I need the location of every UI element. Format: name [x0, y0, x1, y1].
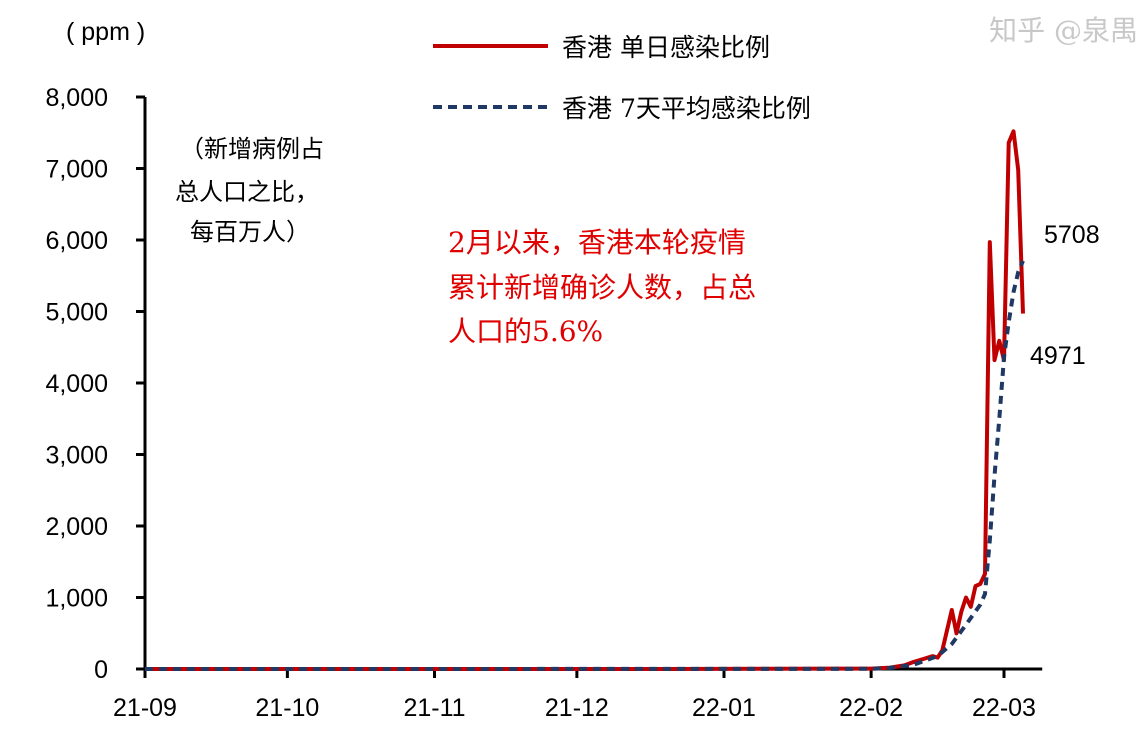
annotation-line: 2月以来，香港本轮疫情 [448, 226, 746, 259]
note: （新增病例占 总人口之比， 每百万人） [175, 135, 324, 246]
note-line: 总人口之比， [175, 178, 319, 206]
x-tick-label: 21-12 [545, 694, 609, 722]
end-label-7day: 5708 [1044, 221, 1100, 249]
annotation-line: 累计新增确诊人数，占总 [448, 271, 756, 304]
y-tick-label: 3,000 [45, 442, 108, 470]
y-tick-label: 1,000 [45, 585, 108, 613]
series-group [144, 129, 1025, 671]
note-line: 每百万人） [190, 218, 310, 246]
annotation: 2月以来，香港本轮疫情 累计新增确诊人数，占总 人口的5.6% [448, 226, 756, 348]
series-line-7day [144, 260, 1025, 671]
x-tick-label: 22-02 [839, 694, 903, 722]
y-tick-label: 5,000 [45, 299, 108, 327]
y-tick-label: 8,000 [45, 84, 108, 112]
y-tick-label: 7,000 [45, 156, 108, 184]
watermark: 知乎 @泉禺 [989, 14, 1138, 47]
y-unit-label: ( ppm ) [66, 18, 145, 46]
y-tick-label: 4,000 [45, 370, 108, 398]
legend-label-daily: 香港 单日感染比例 [562, 33, 770, 62]
note-line: （新增病例占 [180, 135, 324, 163]
x-tick-label: 21-09 [113, 694, 177, 722]
legend-label-7day: 香港 7天平均感染比例 [562, 94, 811, 123]
end-label-daily: 4971 [1030, 342, 1086, 370]
y-tick-label: 6,000 [45, 227, 108, 255]
x-tick-label: 21-10 [255, 694, 319, 722]
x-tick-label: 21-11 [403, 694, 465, 722]
x-axis: 21-09 21-10 21-11 21-12 22-01 22-02 22-03 [113, 667, 1043, 722]
series-line-daily [145, 129, 1025, 671]
x-tick-label: 22-01 [692, 694, 756, 722]
annotation-line: 人口的5.6% [448, 315, 603, 348]
y-axis: 0 1,000 2,000 3,000 4,000 5,000 6,000 7,000 8,00… [45, 84, 147, 684]
legend: 香港 单日感染比例 香港 7天平均感染比例 [433, 33, 811, 123]
y-tick-label: 0 [94, 656, 108, 684]
y-tick-label: 2,000 [45, 513, 108, 541]
x-tick-label: 22-03 [972, 694, 1036, 722]
